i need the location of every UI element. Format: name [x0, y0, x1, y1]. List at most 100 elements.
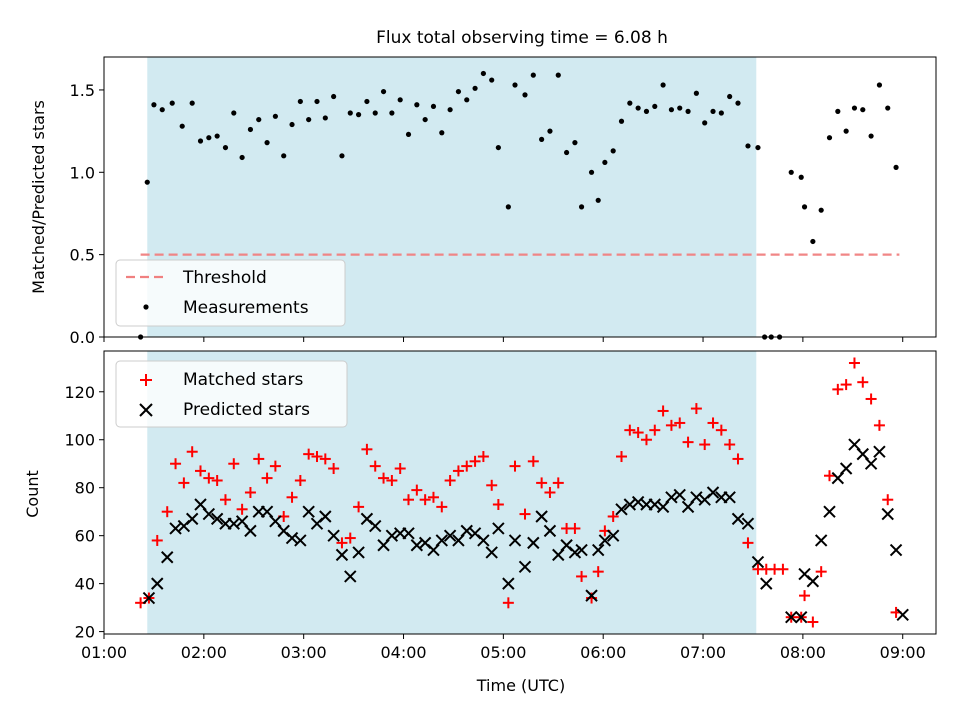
matched-star-point [203, 472, 215, 484]
measurement-point [239, 154, 245, 161]
measurement-point [801, 204, 808, 210]
matched-star-point [353, 501, 365, 513]
measurement-point [512, 82, 518, 88]
measurement-point [522, 92, 528, 98]
measurement-point [602, 159, 608, 166]
measurement-point [539, 136, 545, 142]
matched-star-point [536, 477, 548, 489]
top-y-ticks: 0.0 0.5 1.0 1.5 [70, 81, 104, 347]
matched-star-point [624, 424, 636, 436]
matched-star-point [607, 510, 619, 522]
measurement-point [372, 110, 378, 116]
matched-star-point [732, 453, 744, 465]
bottom-legend: Matched stars Predicted stars [115, 360, 348, 428]
predicted-star-point [327, 529, 340, 542]
measurement-point [660, 82, 666, 88]
matched-star-point [286, 491, 298, 503]
measurement-point [677, 105, 683, 111]
measurement-point [264, 140, 270, 146]
measurement-point [339, 153, 345, 159]
measurement-point [414, 102, 420, 108]
matched-star-point [436, 501, 448, 513]
matched-star-point [344, 532, 356, 544]
measurement-point [755, 144, 761, 151]
matched-star-point [403, 494, 415, 506]
legend-predicted-label: Predicted stars [183, 400, 310, 420]
matched-star-point [161, 506, 173, 518]
measurement-point [563, 149, 570, 156]
predicted-star-point [741, 517, 755, 530]
measurement-point [835, 108, 841, 114]
matched-star-point [715, 424, 727, 436]
matched-star-point [294, 475, 306, 487]
predicted-star-point [502, 577, 515, 590]
matched-star-point [815, 566, 827, 578]
bottom-y-tick-label: 100 [64, 431, 95, 450]
matched-star-point [690, 403, 702, 415]
measurement-point [710, 108, 716, 114]
measurement-point [397, 97, 403, 103]
measurement-point [588, 169, 595, 175]
measurement-point [495, 144, 501, 151]
measurement-point [489, 77, 495, 83]
predicted-star-point [443, 529, 457, 542]
matched-star-point [253, 453, 265, 465]
legend-predicted-swatch [139, 403, 153, 417]
matched-star-point [777, 563, 789, 575]
measurement-point [144, 179, 150, 185]
matched-star-point [848, 357, 860, 369]
matched-star-point [211, 475, 223, 487]
predicted-star-point [535, 510, 548, 523]
matched-star-point [386, 475, 398, 487]
predicted-star-point [319, 510, 332, 523]
matched-star-point [865, 393, 877, 405]
predicted-star-point [185, 512, 199, 526]
measurement-point [422, 116, 428, 123]
measurement-points [138, 70, 899, 340]
measurement-point [702, 120, 708, 126]
predicted-star-point [568, 546, 582, 559]
matched-star-point [336, 537, 348, 549]
measurement-point [547, 128, 553, 134]
matched-star-point [742, 537, 754, 549]
measurement-point [281, 153, 287, 159]
matched-star-point [369, 460, 381, 472]
matched-star-point [592, 566, 604, 578]
measurement-point [331, 93, 337, 100]
matched-star-point [824, 470, 836, 482]
matched-star-point [724, 439, 736, 451]
measurement-point [256, 116, 262, 123]
matched-star-point [319, 453, 331, 465]
predicted-star-point [402, 527, 415, 540]
legend-x-marker [139, 403, 153, 417]
measurement-point [151, 102, 157, 108]
matched-star-point [328, 463, 340, 475]
matched-star-point [452, 465, 464, 477]
matched-star-point [509, 460, 521, 472]
matched-star-point [699, 439, 711, 451]
predicted-star-point [606, 529, 620, 542]
x-tick-label: 02:00 [181, 643, 227, 662]
matched-star-point [665, 419, 677, 431]
predicted-star-point [202, 507, 216, 521]
measurement-point [322, 115, 328, 121]
matched-star-point [477, 451, 489, 463]
legend-measurements-label: Measurements [183, 298, 309, 318]
measurement-point [635, 105, 641, 111]
measurement-point [735, 100, 741, 106]
matched-star-point [502, 597, 514, 609]
predicted-star-point [585, 589, 598, 602]
measurement-point [206, 135, 212, 141]
predicted-star-point [492, 522, 505, 535]
top-y-axis-label: Matched/Predicted stars [29, 100, 48, 294]
matched-star-point [244, 487, 256, 498]
matched-star-point [303, 448, 315, 460]
measurement-point [355, 112, 362, 118]
legend-matched-swatch [140, 374, 152, 386]
measurement-point [652, 103, 658, 110]
bottom-y-tick-label: 20 [75, 623, 95, 642]
matched-star-point [228, 458, 240, 470]
matched-star-point [461, 460, 473, 472]
top-y-tick-label: 1.0 [70, 163, 95, 182]
